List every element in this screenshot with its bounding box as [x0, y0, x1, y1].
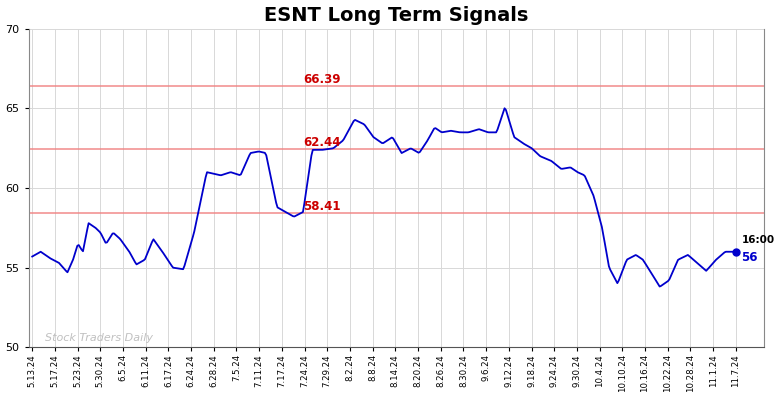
Text: 66.39: 66.39 [303, 73, 340, 86]
Text: 58.41: 58.41 [303, 200, 340, 213]
Text: 16:00: 16:00 [742, 235, 775, 245]
Text: Stock Traders Daily: Stock Traders Daily [45, 333, 153, 343]
Text: 56: 56 [742, 251, 758, 264]
Title: ESNT Long Term Signals: ESNT Long Term Signals [264, 6, 528, 25]
Text: 62.44: 62.44 [303, 136, 340, 149]
